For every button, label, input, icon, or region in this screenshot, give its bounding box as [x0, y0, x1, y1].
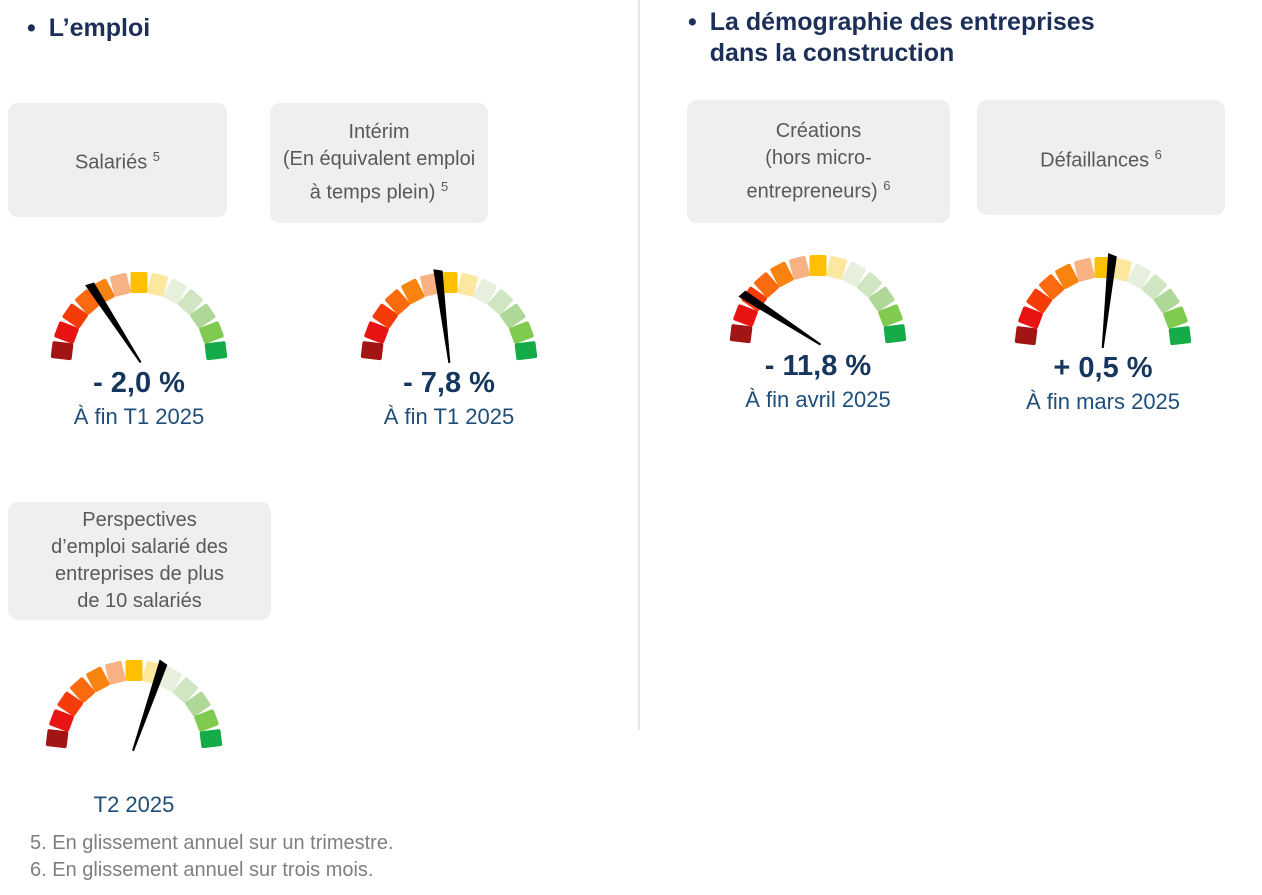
card-perspectives: Perspectives d’emploi salarié des entrepri… — [8, 502, 271, 620]
footnotes: 5. En glissement annuel sur un trimestre… — [30, 830, 394, 884]
card-interim: Intérim (En équivalent emploi à temps plei… — [270, 103, 488, 223]
gauge-value: - 2,0 % — [93, 367, 185, 399]
section-title-emploi: • L’emploi — [27, 13, 150, 44]
gauge-caption: À fin avril 2025 — [745, 387, 891, 412]
gauge-value — [24, 752, 244, 790]
gauge-creations: - 11,8 % À fin avril 2025 — [708, 243, 928, 415]
gauge-caption: T2 2025 — [93, 792, 175, 817]
card-creations: Créations (hors micro-entrepreneurs) 6 — [687, 100, 950, 223]
gauge-defaillances: + 0,5 % À fin mars 2025 — [993, 245, 1213, 417]
card-salaries: Salariés 5 — [8, 103, 227, 217]
card-label: Créations (hors micro-entrepreneurs) 6 — [746, 119, 891, 203]
section-title-text: L’emploi — [49, 13, 150, 44]
gauge-dial-icon — [360, 269, 538, 364]
gauge-caption: À fin T1 2025 — [383, 404, 515, 429]
bullet-icon: • — [688, 8, 697, 36]
gauge-dial-icon — [50, 272, 228, 364]
gauge-value: - 11,8 % — [764, 350, 872, 382]
section-title-text: La démographie des entreprises dans la c… — [710, 7, 1095, 69]
section-divider — [638, 0, 640, 730]
gauge-dial-icon — [1014, 253, 1192, 349]
section-title-demographie: • La démographie des entreprises dans la… — [688, 7, 1188, 69]
card-label: Défaillances 6 — [1040, 146, 1162, 172]
title-line: dans la construction — [709, 39, 955, 67]
card-label: Intérim (En équivalent emploi à temps plei… — [282, 121, 476, 204]
card-defaillances: Défaillances 6 — [977, 100, 1225, 215]
gauge-dial-icon — [45, 659, 223, 752]
gauge-value: - 7,8 % — [403, 367, 495, 399]
gauge-salaries: - 2,0 % À fin T1 2025 — [29, 260, 249, 432]
gauge-interim: - 7,8 % À fin T1 2025 — [339, 260, 559, 432]
gauge-perspectives: T2 2025 — [24, 648, 244, 820]
card-label: Salariés 5 — [74, 149, 161, 174]
footnote: 5. En glissement annuel sur un trimestre… — [30, 832, 394, 854]
gauge-value: + 0,5 % — [1053, 352, 1153, 384]
title-line: L’emploi — [48, 14, 151, 42]
title-line: La démographie des entreprises — [709, 8, 1095, 36]
card-label: Perspectives d’emploi salarié des entrepri… — [51, 509, 228, 612]
bullet-icon: • — [27, 14, 36, 42]
gauge-caption: À fin T1 2025 — [73, 404, 205, 429]
gauge-caption: À fin mars 2025 — [1025, 389, 1181, 414]
footnote: 6. En glissement annuel sur trois mois. — [30, 859, 374, 881]
gauge-dial-icon — [729, 255, 907, 346]
